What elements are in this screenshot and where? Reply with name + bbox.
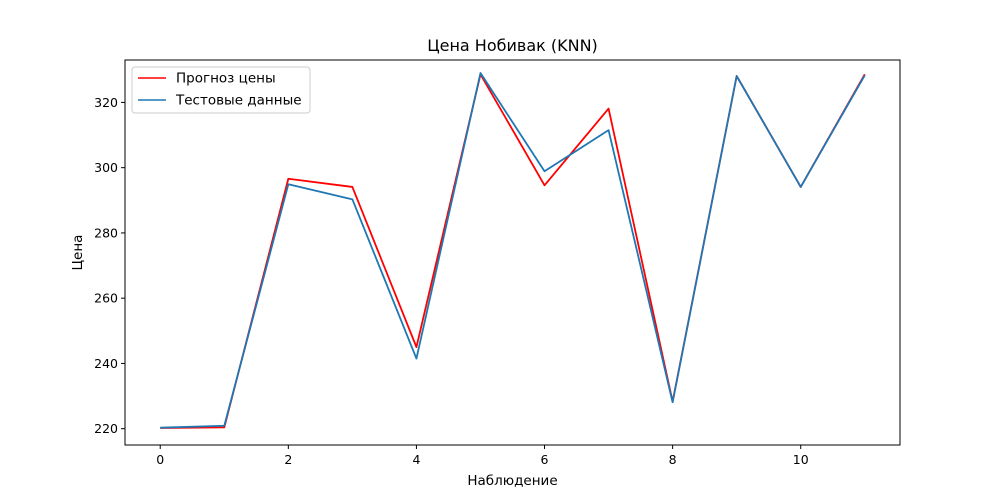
legend-label-forecast: Прогноз цены: [176, 71, 276, 87]
y-tick-label: 320: [94, 95, 118, 110]
x-axis: 0 2 4 6 8 10: [156, 445, 809, 467]
x-tick-label: 8: [669, 452, 677, 467]
x-tick-label: 6: [541, 452, 549, 467]
y-tick-label: 300: [94, 160, 118, 175]
y-tick-label: 240: [94, 356, 118, 371]
x-tick-label: 10: [793, 452, 809, 467]
test-series-line: [160, 72, 866, 429]
x-axis-label: Наблюдение: [467, 473, 557, 489]
y-tick-label: 220: [94, 421, 118, 436]
plot-frame: [124, 59, 901, 446]
x-tick-label: 0: [156, 452, 164, 467]
y-tick-label: 260: [94, 291, 118, 306]
legend: Прогноз цены Тестовые данные: [131, 66, 311, 114]
forecast-series-line: [160, 73, 866, 429]
x-tick-label: 4: [412, 452, 420, 467]
y-tick-label: 280: [94, 225, 118, 240]
y-axis: 220 240 260 280 300 320: [94, 95, 125, 436]
plot-area: [160, 72, 866, 429]
legend-box: [131, 66, 311, 114]
x-tick-label: 2: [284, 452, 292, 467]
y-axis-label: Цена: [70, 235, 86, 271]
chart-title: Цена Нобивак (KNN): [427, 36, 598, 55]
legend-label-test: Тестовые данные: [175, 93, 302, 109]
